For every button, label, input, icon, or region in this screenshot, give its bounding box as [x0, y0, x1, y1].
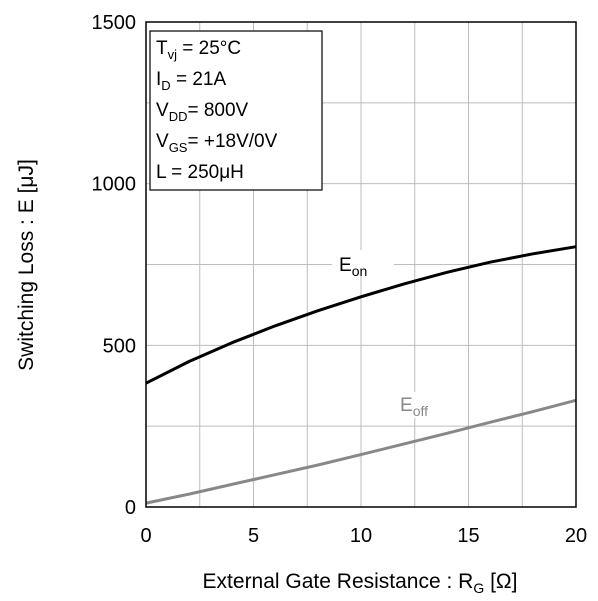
x-tick-label: 10 [350, 525, 372, 547]
x-axis-title-unit: [Ω] [484, 570, 517, 593]
series-label-off: Eoff [400, 395, 428, 419]
condition-line: ID = 21A [156, 69, 226, 93]
plot-frame [145, 21, 577, 508]
conditions-text: Tvj = 25°C ID = 21A VDD= 800V VGS= +18V/0V L… [156, 38, 278, 183]
series-line-on [145, 245, 577, 385]
conditions-box [149, 30, 323, 191]
condition-line: L = 250μH [156, 162, 244, 183]
x-tick-labels: 0 5 10 15 20 [140, 525, 587, 547]
x-axis-title-main: External Gate Resistance : R [203, 570, 474, 593]
y-tick-label: 0 [125, 497, 136, 519]
y-tick-labels: 0 500 1000 1500 [92, 12, 137, 519]
series-label-bg [332, 250, 394, 276]
series-line-off [145, 398, 577, 505]
x-tick-label: 5 [248, 525, 259, 547]
x-tick-label: 0 [140, 525, 151, 547]
condition-line: VDD= 800V [156, 100, 249, 124]
series-label-on: Eon [339, 255, 367, 279]
x-axis-title-sub: G [473, 580, 484, 596]
x-tick-label: 20 [565, 525, 587, 547]
x-tick-label: 15 [457, 525, 479, 547]
x-axis-title: External Gate Resistance : RG [Ω] [203, 570, 518, 596]
condition-line: VGS= +18V/0V [156, 131, 278, 155]
condition-line: Tvj = 25°C [156, 38, 241, 62]
y-tick-label: 1500 [92, 12, 137, 34]
y-axis-title: Switching Loss : E [μJ] [15, 159, 38, 371]
series-layer [145, 245, 577, 505]
series-labels: Eon Eoff [332, 250, 445, 419]
series-label-bg [393, 392, 445, 418]
y-tick-label: 1000 [92, 174, 137, 196]
y-tick-label: 500 [103, 335, 136, 357]
